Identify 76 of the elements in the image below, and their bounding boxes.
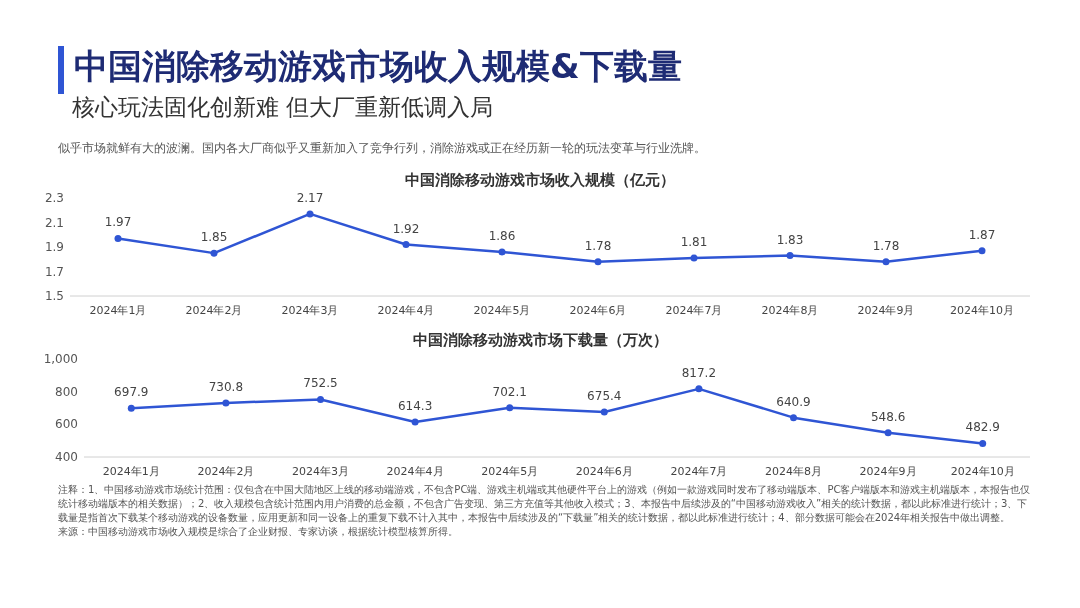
y-tick-label: 1.7 (44, 264, 64, 279)
chart-title: 中国消除移动游戏市场下载量（万次） (412, 331, 668, 349)
text: 注释：1、中国移动游戏市场统计范围：仅包含在中国大陆地区上线的移动端游戏，不包含PC端、游戏主机端或其他硬件平台上的游戏（例如一款游戏同时发布了移动端版本、PC客户端版本和游戏主机端版本，本报告也仅统计移动端版本的相关数据）；2、收入规模包含统计范围内用户消费的总金额，不包含广告变现、第三方充值等其他收入模式；3、本报告中后续涉及的“中国移动游戏收入”相关的统计数据，都以此标准进行统计；3、下载量是指首次下载某个移动游戏的设备数量，应用更新和同一设备上的重复下载不计入其中，本报告中后续涉及的“下载量”相关的统计数据，都以此标准进行统计；4、部分数据可能会在2024年相关报告中做出调整。 (58, 483, 1032, 525)
x-tick-label: 2024年3月 (292, 465, 349, 478)
x-tick-label: 2024年4月 (386, 465, 444, 478)
y-tick-label: 2.1 (44, 215, 64, 230)
x-tick-label: 2024年8月 (765, 465, 822, 478)
y-tick-label: 400 (55, 450, 78, 464)
point (114, 234, 122, 242)
data-label: 675.4 (587, 389, 622, 404)
point (882, 258, 890, 266)
point (498, 248, 506, 256)
y-tick-label: 2.3 (44, 191, 64, 205)
data-label: 482.9 (965, 420, 1000, 435)
point (411, 418, 419, 426)
data-label: 640.9 (776, 394, 811, 409)
data-label: 697.9 (114, 385, 149, 400)
point (306, 210, 314, 218)
y-tick-label: 600 (55, 417, 78, 432)
point (884, 429, 892, 437)
x-tick-label: 2024年4月 (377, 304, 435, 317)
data-label: 730.8 (208, 379, 244, 394)
point (210, 249, 218, 257)
y-tick-label: 800 (55, 384, 78, 399)
data-label: 1.86 (488, 228, 516, 243)
point (222, 399, 230, 407)
point (978, 247, 986, 255)
data-label: 1.85 (200, 230, 228, 245)
point (600, 408, 608, 416)
x-tick-label: 2024年6月 (569, 304, 627, 317)
y-tick-label: 1,000 (43, 352, 78, 366)
point (979, 439, 987, 447)
x-tick-label: 2024年9月 (859, 465, 917, 478)
data-label: 2.17 (296, 190, 324, 205)
data-label: 1.87 (968, 227, 996, 242)
source-note: 来源：中国移动游戏市场收入规模是综合了企业财报、专家访谈，根据统计模型核算所得。 (58, 525, 459, 539)
point (402, 241, 410, 249)
point (317, 395, 324, 403)
text: 中国消除移动游戏市场收入规模&下载量 (74, 45, 682, 88)
data-label: 752.5 (303, 376, 338, 391)
x-tick-label: 2024年6月 (575, 465, 633, 478)
x-tick-label: 2024年8月 (761, 304, 819, 317)
x-tick-label: 2024年1月 (102, 465, 160, 478)
x-tick-label: 2024年10月 (950, 304, 1014, 317)
data-label: 1.78 (872, 238, 900, 253)
data-label: 817.2 (681, 365, 717, 380)
data-label: 702.1 (492, 384, 527, 399)
x-tick-label: 2024年2月 (185, 304, 243, 317)
x-tick-label: 2024年5月 (473, 304, 531, 317)
text: 核心玩法固化创新难 但大厂重新低调入局 (72, 93, 494, 122)
data-label: 548.6 (870, 409, 906, 424)
chart-title: 中国消除移动游戏市场收入规模（亿元） (405, 171, 675, 189)
point (790, 414, 797, 422)
data-label: 1.97 (104, 215, 132, 230)
data-label: 1.92 (392, 221, 420, 236)
point (690, 254, 698, 262)
text: 似乎市场就鲜有大的波澜。国内各大厂商似乎又重新加入了竞争行列，消除游戏或正在经历新一轮的玩法变革与行业洗牌。 (58, 140, 707, 157)
x-tick-label: 2024年9月 (857, 304, 915, 317)
x-tick-label: 2024年5月 (481, 465, 539, 478)
x-tick-label: 2024年10月 (950, 465, 1015, 478)
data-label: 1.81 (680, 235, 708, 250)
point (127, 404, 135, 412)
y-tick-label: 1.5 (44, 289, 64, 303)
y-tick-label: 1.9 (44, 240, 64, 254)
data-label: 614.3 (397, 399, 433, 413)
x-tick-label: 2024年7月 (665, 304, 723, 317)
x-tick-label: 2024年3月 (281, 304, 339, 317)
point (594, 258, 602, 266)
point (786, 252, 794, 260)
point (695, 385, 703, 393)
point (506, 404, 514, 412)
x-tick-label: 2024年2月 (197, 465, 255, 478)
data-label: 1.83 (776, 232, 804, 247)
x-tick-label: 2024年7月 (670, 465, 728, 478)
data-label: 1.78 (584, 238, 612, 253)
x-tick-label: 2024年1月 (89, 304, 147, 317)
